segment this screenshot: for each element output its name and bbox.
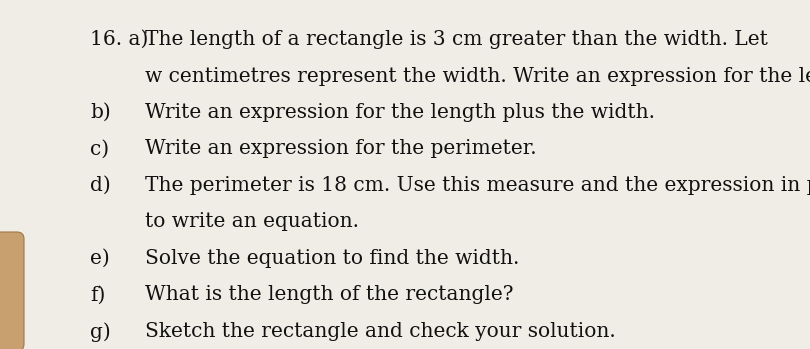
Text: Write an expression for the perimeter.: Write an expression for the perimeter.: [145, 140, 536, 158]
Text: The length of a rectangle is 3 cm greater than the width. Let: The length of a rectangle is 3 cm greate…: [145, 30, 768, 49]
Text: b): b): [90, 103, 111, 122]
Text: The perimeter is 18 cm. Use this measure and the expression in part c: The perimeter is 18 cm. Use this measure…: [145, 176, 810, 195]
Text: w centimetres represent the width. Write an expression for the length.: w centimetres represent the width. Write…: [145, 67, 810, 86]
FancyBboxPatch shape: [0, 232, 24, 349]
Text: c): c): [90, 140, 109, 158]
Text: Solve the equation to find the width.: Solve the equation to find the width.: [145, 249, 519, 268]
Text: g): g): [90, 322, 111, 342]
Text: to write an equation.: to write an equation.: [145, 213, 359, 231]
Text: e): e): [90, 249, 109, 268]
Text: What is the length of the rectangle?: What is the length of the rectangle?: [145, 285, 514, 304]
Text: f): f): [90, 285, 105, 304]
Text: 16. a): 16. a): [90, 30, 148, 49]
Text: d): d): [90, 176, 111, 195]
Text: Write an expression for the length plus the width.: Write an expression for the length plus …: [145, 103, 655, 122]
Text: Sketch the rectangle and check your solution.: Sketch the rectangle and check your solu…: [145, 322, 616, 341]
